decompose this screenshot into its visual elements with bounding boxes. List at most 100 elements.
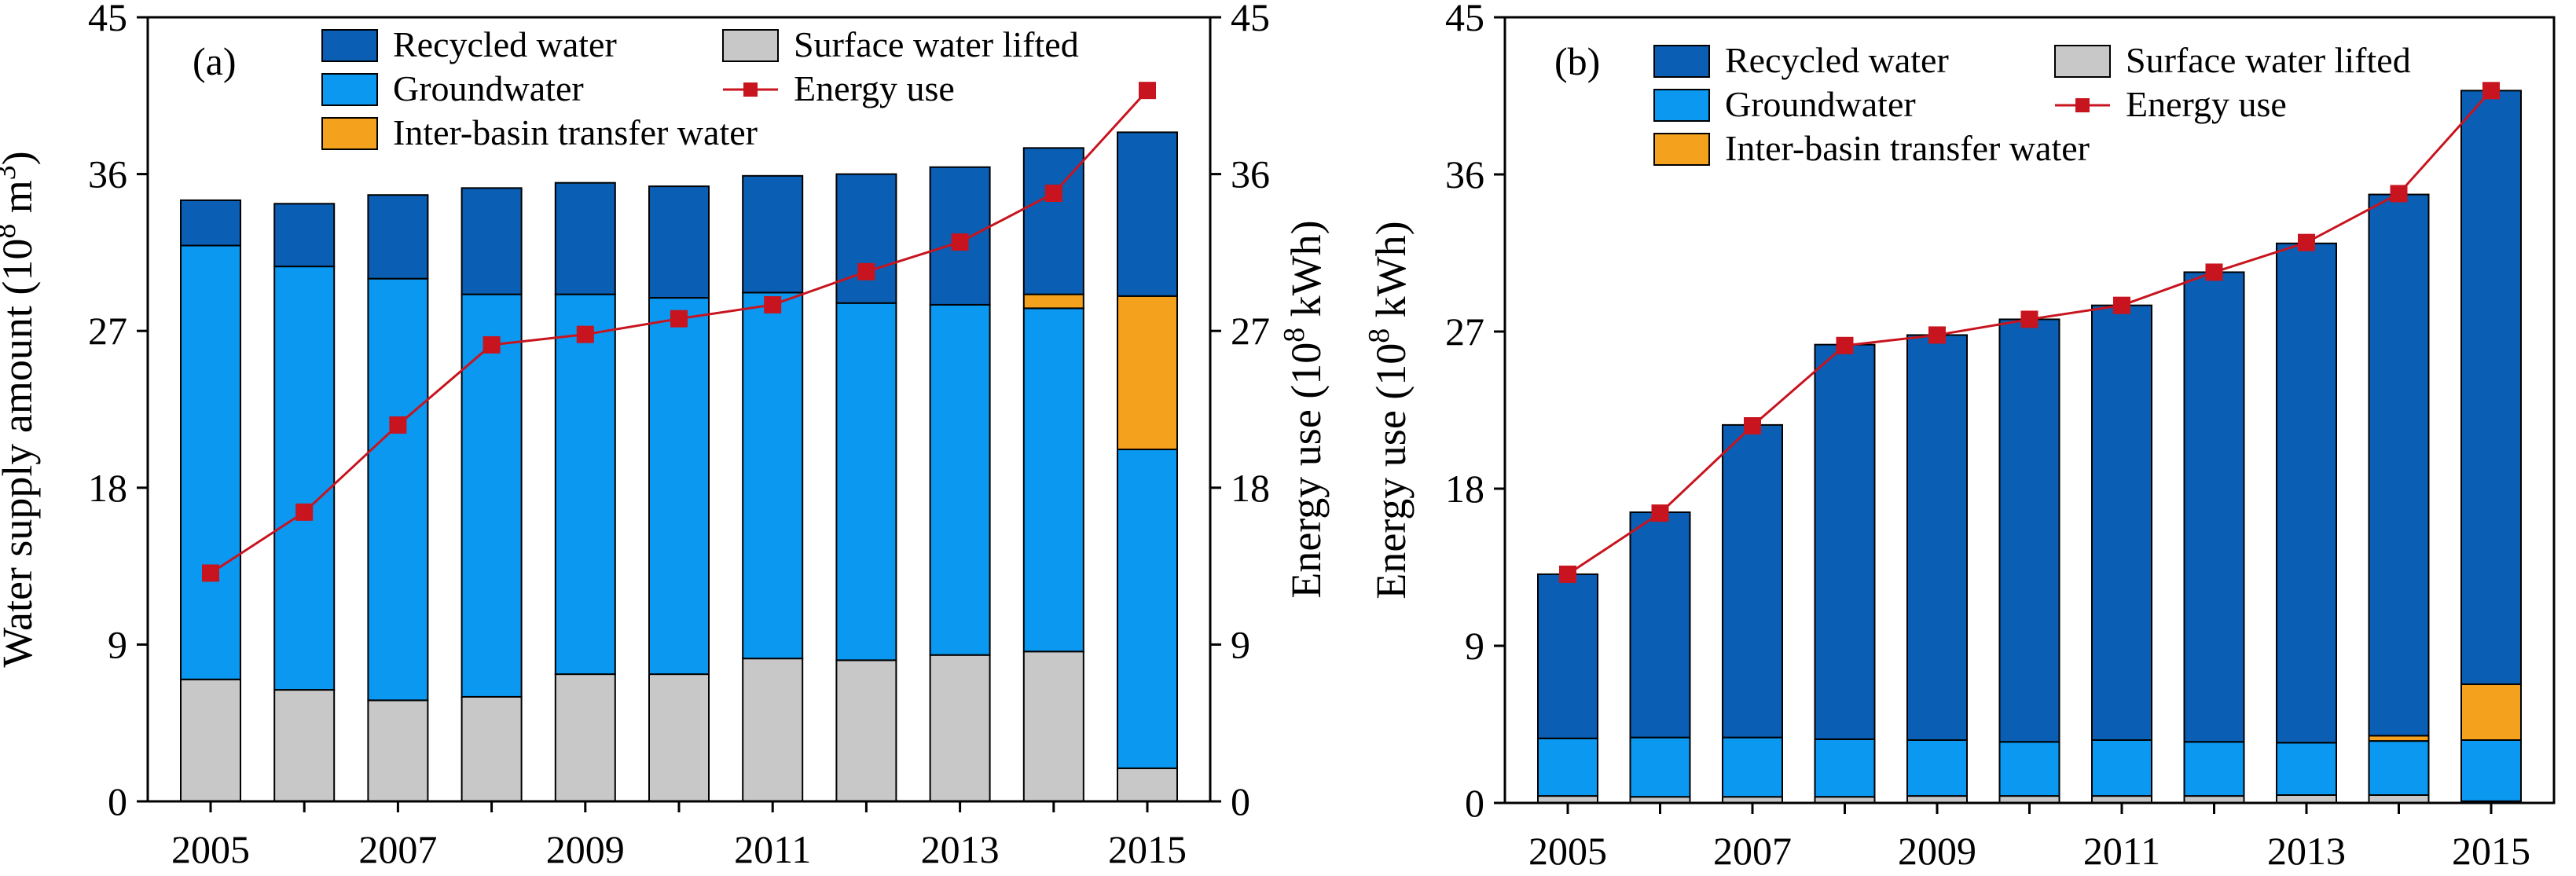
panel-b-bar-groundwater-2009 [1906, 739, 1968, 797]
panel-a-y2tick-label-36: 36 [1231, 152, 1270, 196]
panel-a-bar-recycled-2005 [180, 199, 241, 247]
panel-b-xtick-label-2007: 2007 [1713, 829, 1792, 873]
panel-a-bar-groundwater-2013 [929, 303, 991, 656]
panel-a-label: (a) [193, 39, 237, 83]
panel-b-xtick-label-2015: 2015 [2452, 829, 2530, 873]
panel-a-ytick-label-0: 0 [108, 779, 127, 823]
panel-b-ytick-label-0: 0 [1465, 781, 1484, 825]
panel-a-bar-transfer-2014 [1022, 293, 1084, 310]
panel-a-xtick-label-2005: 2005 [171, 827, 250, 871]
panel-a-ytick-label-27: 27 [88, 309, 127, 353]
panel-a-xtick-label-2011: 2011 [734, 827, 811, 871]
panel-b-energy-point-2008 [1836, 336, 1854, 354]
panel-a-bar-recycled-2006 [273, 203, 336, 268]
panel-b-xtick-label-2013: 2013 [2267, 829, 2346, 873]
panel-a-ytick-label-9: 9 [108, 622, 127, 666]
panel-a-legend-swatch-inter-basin-transfer-water [321, 117, 378, 150]
panel-a-legend-swatch-groundwater [321, 73, 378, 106]
panel-a-ytick-label-18: 18 [88, 466, 127, 510]
panel-a-bar-groundwater-2014 [1022, 307, 1084, 653]
panel-a-energy-point-2012 [857, 262, 875, 280]
panel-b-chart: 0 9 18 27 36 45 2005 2007 2009 2011 2013 2015 Energy… [1363, 0, 2556, 873]
panel-b-legend-swatch-recycled-water [1653, 45, 1710, 78]
panel-b-energy-point-2006 [1651, 504, 1669, 522]
panel-b-bar-groundwater-2011 [2091, 739, 2152, 797]
panel-a-bar-recycled-2008 [461, 187, 523, 295]
panel-a-bar-groundwater-2005 [180, 244, 241, 680]
panel-b-bar-recycled-2009 [1906, 334, 1968, 741]
panel-b-bar-recycled-2015 [2460, 90, 2522, 685]
panel-b-energy-point-2011 [2113, 296, 2130, 314]
panel-a-energy-point-2013 [951, 233, 969, 251]
panel-b-legend-label-surface-water-lifted: Surface water lifted [2126, 40, 2411, 80]
panel-a-legend-swatch-recycled-water [321, 29, 378, 62]
panel-b-bar-groundwater-2005 [1537, 737, 1598, 797]
panel-a-y2tick-label-0: 0 [1231, 779, 1250, 823]
panel-b-bars [1537, 90, 2522, 805]
panel-b-bar-groundwater-2010 [1998, 741, 2060, 797]
panel-b-legend-marker-energy-use [2075, 98, 2090, 112]
panel-b-bar-recycled-2013 [2276, 242, 2337, 744]
panel-a-y2tick-label-27: 27 [1231, 309, 1270, 353]
panel-a-bar-groundwater-2015 [1117, 449, 1178, 769]
panel-b-ytick-label-9: 9 [1465, 624, 1484, 668]
panel-b-ytick-label-27: 27 [1445, 310, 1484, 354]
panel-a-legend-marker-energy-use [743, 82, 758, 97]
panel-a-bar-recycled-2011 [742, 174, 804, 294]
panel-a-y2-axis-title: Energy use (108 kWh) [1278, 220, 1330, 598]
panel-a-legend-label-surface-water-lifted: Surface water lifted [794, 24, 1079, 64]
panel-a-bar-groundwater-2011 [742, 291, 804, 660]
panel-a-xtick-label-2009: 2009 [546, 827, 625, 871]
panel-a-bar-surface-2013 [929, 654, 991, 802]
panel-a-xtick-label-2013: 2013 [921, 827, 1000, 871]
panel-a-energy-point-2009 [576, 325, 594, 343]
panel-b-energy-point-2013 [2298, 233, 2315, 251]
panel-b-xtick-label-2009: 2009 [1898, 829, 1976, 873]
panel-a-y2tick-label-18: 18 [1231, 466, 1270, 510]
panel-b-energy-point-2010 [2020, 310, 2038, 328]
panel-a-energy-point-2015 [1139, 82, 1156, 100]
panel-a-bar-surface-2014 [1022, 651, 1084, 802]
panel-a-energy-point-2014 [1044, 184, 1062, 202]
panel-a-energy-point-2007 [389, 416, 407, 434]
panel-a-bar-recycled-2015 [1117, 131, 1178, 297]
panel-a-ytick-label-45: 45 [88, 0, 127, 39]
panel-b-legend-label-inter-basin-transfer-water: Inter-basin transfer water [1725, 128, 2090, 168]
panel-b-bar-recycled-2006 [1629, 511, 1691, 739]
panel-b-bar-groundwater-2006 [1629, 736, 1691, 798]
panel-b-bar-recycled-2010 [1998, 318, 2060, 743]
panel-b-bar-groundwater-2015 [2460, 739, 2522, 802]
panel-a-legend-swatch-surface-water-lifted [722, 29, 779, 62]
panel-a-bar-surface-2006 [273, 689, 336, 802]
panel-a-chart: 0 0 9 9 18 18 27 27 36 36 45 45 2005 2007 2009 2011 2013… [0, 0, 1330, 871]
panel-b-bar-groundwater-2013 [2276, 742, 2337, 796]
panel-b-xtick-label-2011: 2011 [2083, 829, 2160, 873]
panel-a-y2tick-label-9: 9 [1231, 622, 1250, 666]
panel-a-bar-surface-2005 [180, 678, 241, 802]
panel-b-bar-groundwater-2008 [1814, 738, 1876, 798]
panel-a-legend-label-energy-use: Energy use [794, 68, 955, 108]
panel-a-bar-groundwater-2008 [461, 293, 523, 698]
panel-b-energy-point-2005 [1559, 565, 1576, 583]
panel-a-legend: Recycled water Surface water lifted Ground… [321, 24, 1079, 152]
panel-b-ytick-label-18: 18 [1445, 467, 1484, 511]
panel-a-xtick-label-2015: 2015 [1108, 827, 1187, 871]
panel-b-ytick-label-45: 45 [1445, 0, 1484, 39]
panel-a-bar-groundwater-2009 [554, 293, 616, 676]
panel-a-bar-surface-2011 [742, 658, 804, 802]
panel-b-bar-recycled-2011 [2091, 304, 2152, 741]
panel-a-energy-point-2011 [764, 295, 782, 313]
panel-a-bar-surface-2009 [554, 673, 616, 803]
panel-b-label: (b) [1554, 39, 1600, 83]
panel-a-bar-surface-2010 [648, 673, 710, 803]
panel-a-bar-groundwater-2007 [367, 277, 429, 702]
panel-b-legend-label-groundwater: Groundwater [1725, 84, 1916, 124]
panel-b-bar-groundwater-2014 [2368, 740, 2430, 796]
panel-b-bar-groundwater-2007 [1722, 736, 1783, 798]
panel-a-legend-label-groundwater: Groundwater [393, 68, 584, 108]
panel-b-bar-recycled-2007 [1722, 423, 1783, 739]
panel-a-bar-recycled-2012 [835, 173, 897, 304]
panel-b-energy-point-2015 [2482, 82, 2500, 100]
panel-a-energy-point-2005 [202, 564, 219, 582]
